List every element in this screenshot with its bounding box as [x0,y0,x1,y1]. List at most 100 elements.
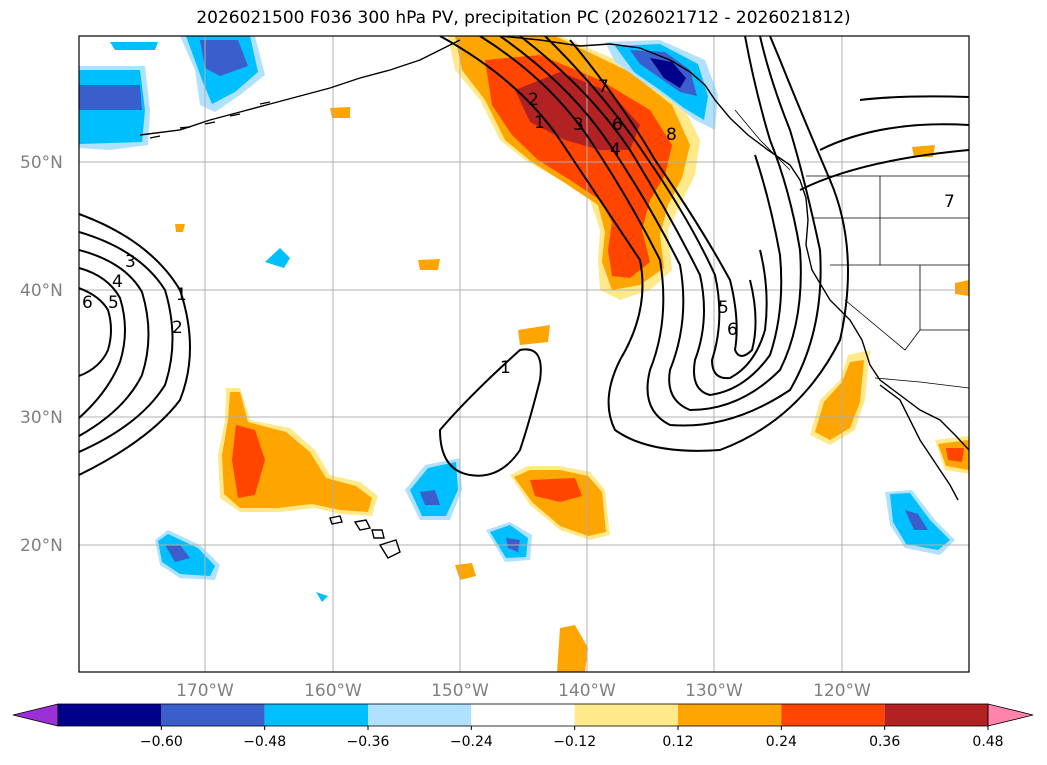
precip-small-2 [557,625,588,672]
pv-label: 1 [176,285,187,305]
lat-label: 40°N [20,281,63,301]
precip-small-4 [418,259,440,270]
precip-mid-red [530,478,582,502]
pv-label: 3 [125,252,136,272]
colorbar-tick-label: 0.48 [972,734,1003,750]
pv-label: 1 [534,113,545,133]
lon-label: 160°W [304,681,362,701]
colorbar-swatch [574,704,678,726]
colorbar-swatch [678,704,782,726]
lat-label: 50°N [20,153,63,173]
pv-label: 8 [666,125,677,145]
pv-contour-west-3 [79,249,150,437]
colorbar-tick-label: 0.36 [869,734,900,750]
lon-label: 120°W [813,681,871,701]
pv-contour-west-2 [79,231,174,453]
lat-label: 20°N [20,536,63,556]
precip-b6 [316,592,328,602]
precip-nw-blue [79,85,142,110]
precip-hawaii-orange [222,392,372,512]
precip-mex-red [946,448,964,462]
hawaii-3 [371,529,385,539]
lon-label: 140°W [558,681,616,701]
precip-small-5 [330,107,350,118]
colorbar-tick-label: −0.24 [450,734,493,750]
pv-contour-trough-2 [479,36,822,427]
colorbar-tick-label: −0.36 [347,734,390,750]
colorbar: −0.60 −0.48 −0.36 −0.24 −0.12 0.12 0.24 0.36 0.4… [12,703,1034,750]
precip-alaska-navy [650,58,686,88]
colorbar-swatch [368,704,472,726]
pv-label: 6 [82,293,93,313]
lon-label: 170°W [176,681,234,701]
precip-b5 [265,248,290,268]
pv-label: 4 [610,140,621,160]
colorbar-tick-label: −0.60 [140,734,183,750]
colorbar-swatch [264,704,368,726]
colorbar-swatch [58,704,162,726]
pv-contour-trough-6 [569,39,757,357]
pv-contour-west-5 [79,287,112,377]
colorbar-tick-label: 0.12 [662,734,693,750]
precip-small-8 [955,280,969,296]
pv-contour-trough-1 [439,36,849,452]
colorbar-extend-high [987,703,1034,727]
colorbar-frame [57,703,989,727]
colorbar-tick-label: −0.48 [243,734,286,750]
precip-b2-blue [420,490,440,505]
state-border-5 [844,299,921,351]
pv-contour-trough-4 [519,36,783,397]
lon-label: 130°W [685,681,743,701]
pv-contour-trough-3 [499,36,802,412]
precip-n-small [110,42,158,50]
precip-alaska-cyan [615,44,708,120]
pv-label: 7 [598,77,609,97]
colorbar-swatch [471,704,575,726]
pv-label: 2 [172,318,183,338]
precip-plume-darkred [515,72,640,150]
map-title: 2026021500 F036 300 hPa PV, precipitatio… [196,8,851,28]
precip-n-blue [200,40,248,76]
us-mexico-border [874,377,969,389]
latitude-labels: 50°N 40°N 30°N 20°N [20,153,63,556]
pv-label: 3 [573,115,584,135]
map-panel: 2 1 3 6 4 7 8 1 2 3 4 5 6 5 6 1 7 [79,36,969,672]
colorbar-tick-label: 0.24 [766,734,797,750]
ak-border [734,109,791,171]
colorbar-swatch [781,704,885,726]
colorbar-tick-label: −0.12 [553,734,596,750]
lat-label: 30°N [20,408,63,428]
pv-contour-west-4 [79,267,126,419]
colorbar-swatch [161,704,265,726]
hawaii-2 [353,519,372,531]
precip-baja-orange [815,360,864,440]
pv-label: 5 [718,298,729,318]
pv-contour-trough-5 [544,36,768,380]
baja-coast [879,384,959,501]
pv-contour-labels: 2 1 3 6 4 7 8 1 2 3 4 5 6 5 6 1 7 [82,77,955,378]
pv-contour-ridge [799,95,969,191]
pv-label: 4 [112,272,123,292]
precip-small-6 [175,224,185,232]
colorbar-extend-low [12,703,59,727]
pv-contour-west-1 [79,213,191,476]
precip-b2-cyan [410,462,458,516]
precip-shading [79,36,969,672]
precip-b1-blue [165,545,190,562]
aleutians [149,101,271,139]
pv-label: 6 [727,320,738,340]
pv-label: 5 [108,293,119,313]
pv-label: 7 [944,192,955,212]
longitude-labels: 170°W 160°W 150°W 140°W 130°W 120°W [176,681,871,701]
hawaii-1 [329,515,343,525]
precip-hawaii-red [232,425,265,498]
pv-contour-closed-1 [438,348,542,477]
precip-b4-blue [905,510,928,530]
hawaii-4 [378,539,401,559]
pv-label: 6 [612,115,623,135]
colorbar-swatch [884,704,988,726]
pv-label: 2 [528,90,539,110]
lon-label: 150°W [431,681,489,701]
pv-label: 1 [500,358,511,378]
